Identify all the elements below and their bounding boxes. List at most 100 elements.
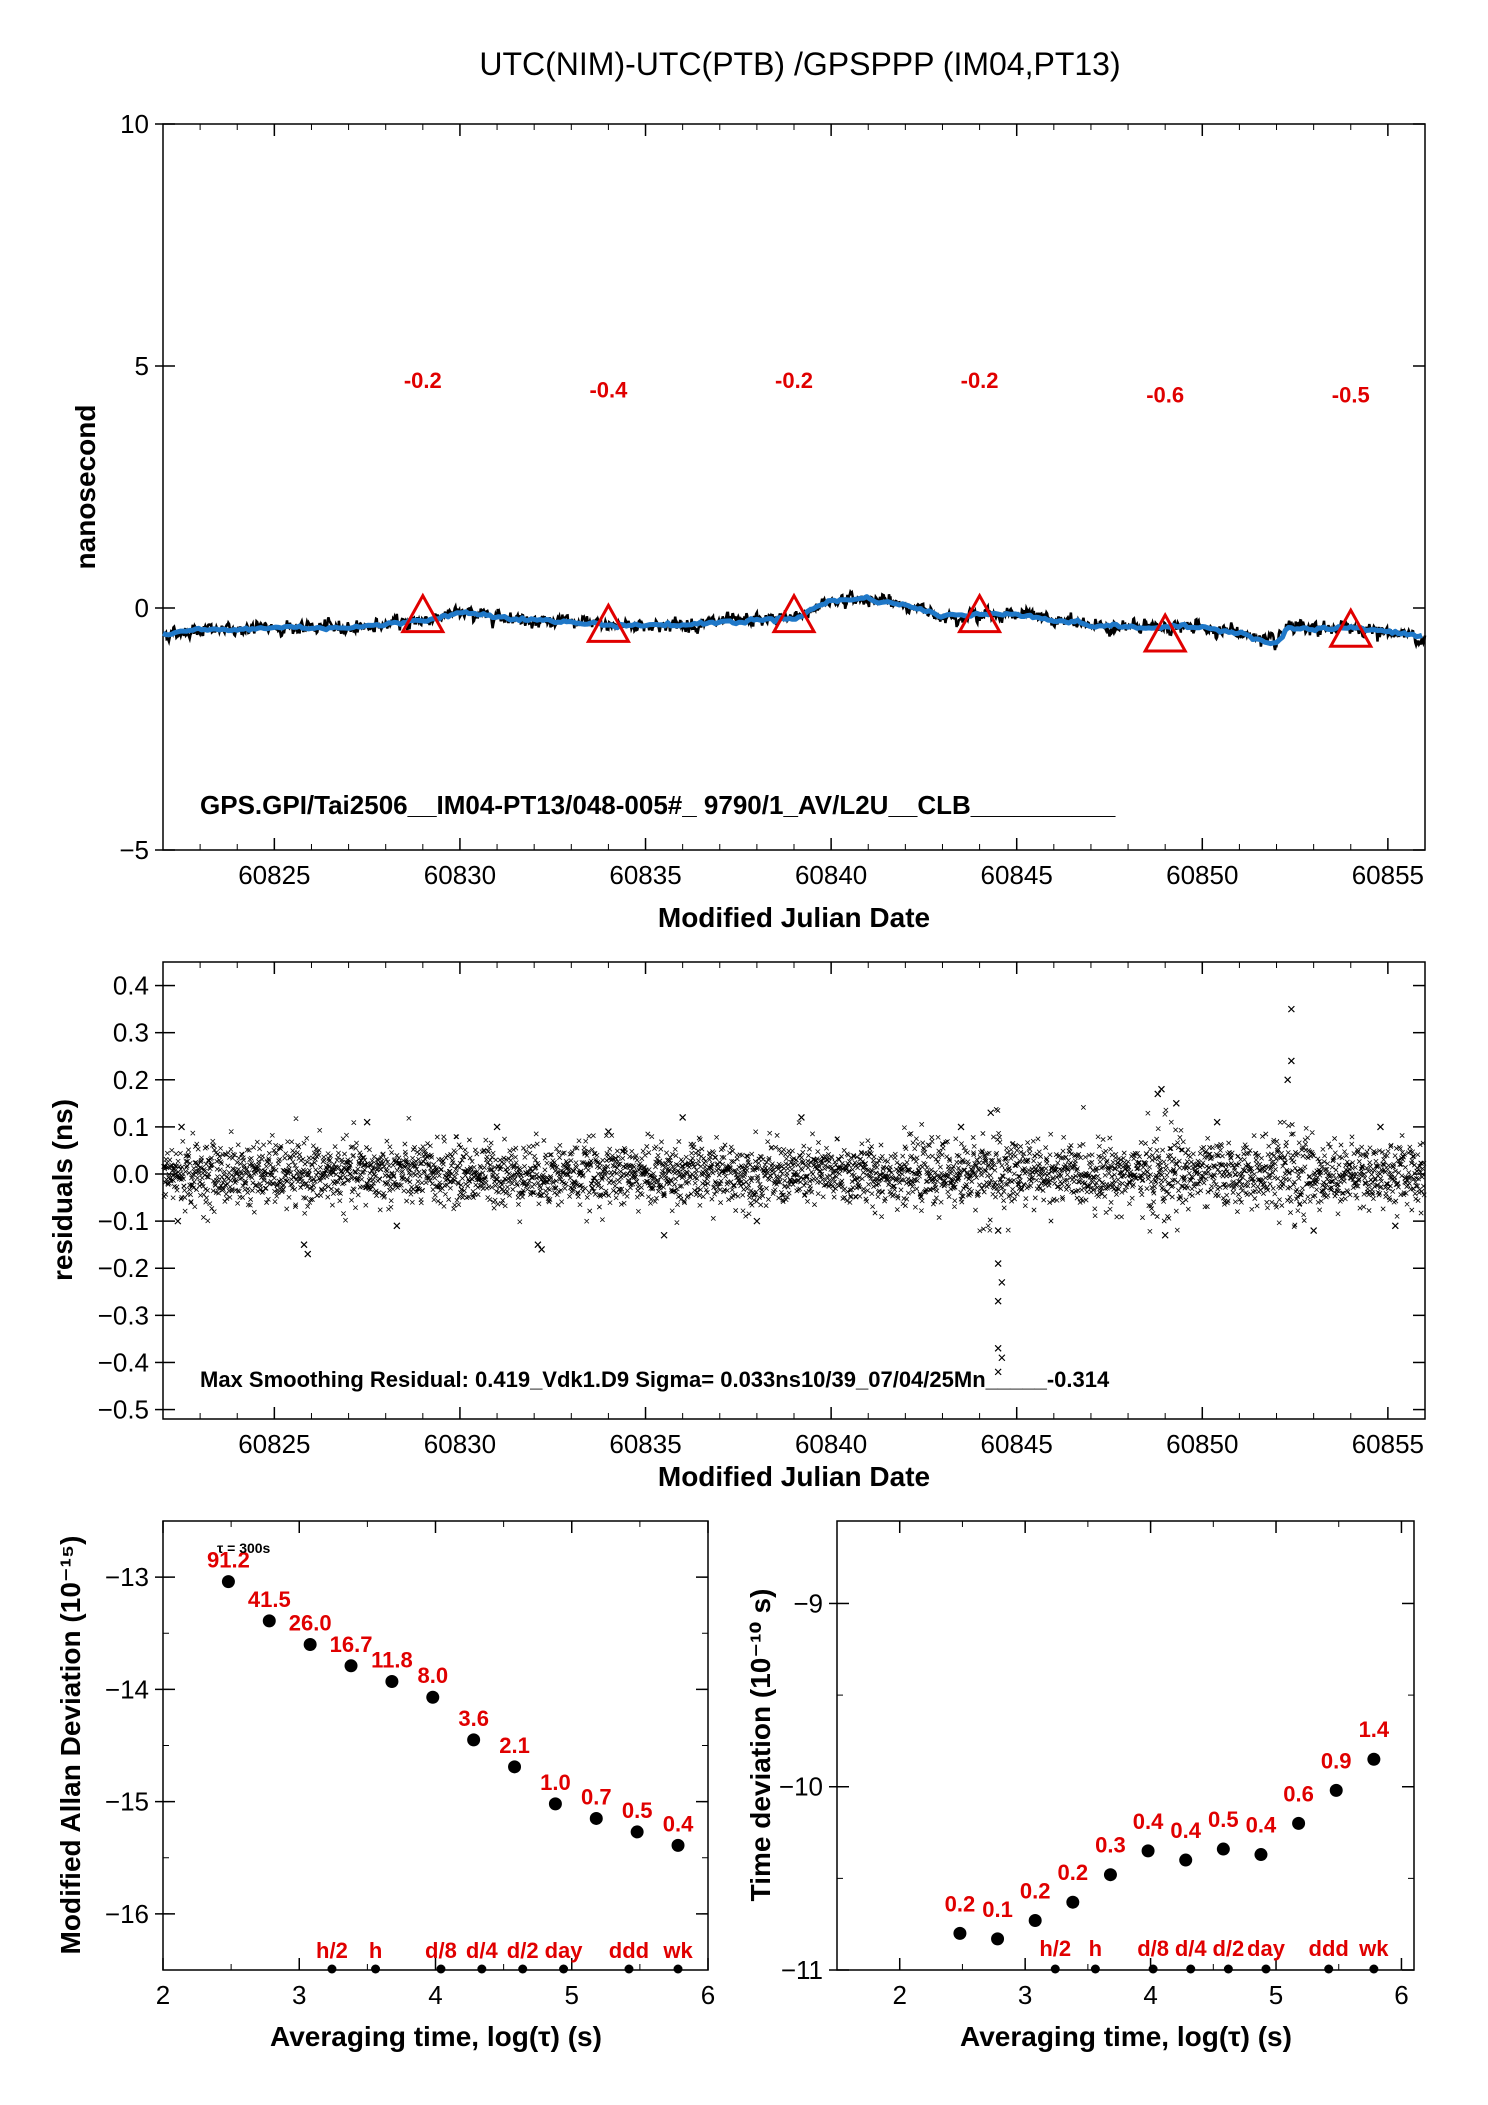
y-tick-label: 0.1 (113, 1112, 149, 1142)
mdev-chart: 2 3 4 5 6 −13 −14 −15 −16 91.2 41.526.016.711.88.… (55, 1520, 715, 2052)
residual-outlier (987, 1109, 995, 1117)
time-mark-dot (1090, 1964, 1100, 1974)
data-point (1141, 1844, 1155, 1858)
marker-value-label: -0.2 (961, 368, 999, 393)
residual-outlier (994, 1227, 1002, 1234)
residual-outlier (1377, 1123, 1384, 1131)
y-tick-label: −16 (105, 1899, 149, 1929)
time-mark-dot (371, 1964, 381, 1974)
y-tick-label: −0.5 (98, 1395, 149, 1425)
residual-outlier (1287, 1005, 1295, 1013)
marker-value-label: -0.5 (1332, 382, 1370, 407)
data-point (1179, 1853, 1193, 1867)
y-tick-label: 0.0 (113, 1159, 149, 1189)
data-point (589, 1811, 603, 1825)
time-mark-dot (1186, 1964, 1196, 1974)
data-point (467, 1733, 481, 1747)
y-tick-label: −0.3 (98, 1300, 149, 1330)
x-tick-label: 3 (292, 1980, 306, 2010)
data-point (1216, 1842, 1230, 1856)
y-tick-label: −0.1 (98, 1206, 149, 1236)
residual-outlier (994, 1297, 1002, 1305)
residual-outlier (534, 1241, 542, 1249)
time-mark-dot (1050, 1964, 1060, 1974)
residual-outlier (178, 1123, 185, 1131)
residual-outlier (1161, 1231, 1169, 1239)
data-point-label: 0.4 (1246, 1813, 1277, 1838)
data-point (508, 1760, 522, 1774)
data-point-label: 0.2 (1058, 1860, 1089, 1885)
tdev-points: 0.2 0.10.20.20.30.4 0.4 0.5 0.40.60.91.4h/2 h… (945, 1717, 1390, 1974)
data-point-label: 1.4 (1359, 1717, 1390, 1742)
y-tick-label: −10 (779, 1772, 823, 1802)
residual-outlier (1310, 1227, 1318, 1234)
residuals-y-axis-label: residuals (ns) (47, 1099, 78, 1281)
residual-outlier (753, 1217, 761, 1225)
residual-outlier (363, 1118, 371, 1126)
data-point-label: 0.7 (581, 1784, 612, 1809)
residual-outlier (998, 1354, 1006, 1362)
time-mark-dot (1324, 1964, 1334, 1974)
x-tick-label: 6 (1394, 1980, 1408, 2010)
residual-outlier (1287, 1057, 1295, 1065)
residual-outlier (393, 1222, 401, 1230)
mdev-tau-label: τ = 300s (217, 1540, 271, 1556)
triangle-marker (400, 592, 446, 634)
x-tick-label: 60855 (1352, 1429, 1424, 1459)
data-point (344, 1659, 358, 1673)
triangle-marker (1142, 611, 1188, 653)
time-mark-label: d/2 (507, 1938, 539, 1963)
residual-outlier (679, 1114, 687, 1121)
x-tick-label: 60830 (424, 860, 496, 890)
time-mark-label: d/8 (425, 1938, 457, 1963)
x-tick-label: 4 (1143, 1980, 1157, 2010)
data-point-label: 0.5 (1208, 1807, 1239, 1832)
residual-outlier (174, 1217, 182, 1225)
triangle-marker (585, 602, 631, 643)
time-mark-dot (477, 1964, 487, 1974)
time-mark-label: h/2 (1039, 1936, 1071, 1961)
x-tick-label: 5 (565, 1980, 579, 2010)
data-point-label: 2.1 (499, 1733, 530, 1758)
residual-outlier (604, 1128, 612, 1136)
time-mark-label: h (369, 1938, 382, 1963)
time-mark-label: wk (1358, 1936, 1389, 1961)
data-point (1367, 1752, 1381, 1766)
data-point (953, 1926, 967, 1940)
residual-outlier (1391, 1222, 1399, 1230)
tdev-frame (836, 1520, 1415, 1971)
time-mark-label: day (1247, 1936, 1286, 1961)
time-series-y-axis-label: nanosecond (70, 405, 101, 570)
residual-outlier (957, 1123, 965, 1131)
y-tick-label: −11 (781, 1955, 823, 1985)
data-point-label: 41.5 (248, 1587, 291, 1612)
data-point-label: 0.2 (945, 1891, 976, 1916)
residual-outlier (994, 1368, 1002, 1376)
time-series-footer: GPS.GPI/Tai2506__IM04-PT13/048-005#_ 979… (200, 790, 1116, 820)
time-mark-label: d/2 (1212, 1936, 1244, 1961)
residuals-ticks: 60825 60830 60835 60840 60845 60850 60855 0.4 0.… (98, 962, 1426, 1459)
y-tick-label: −5 (119, 835, 149, 865)
time-series-smoothed-line (162, 594, 1423, 647)
x-tick-label: 3 (1018, 1980, 1032, 2010)
mdev-x-axis-label: Averaging time, log(τ) (s) (270, 2021, 602, 2052)
triangle-marker (771, 592, 817, 634)
x-tick-label: 60850 (1166, 860, 1238, 890)
y-tick-label: 5 (135, 351, 149, 381)
y-tick-label: 0.4 (113, 971, 149, 1001)
data-point-label: 0.3 (1095, 1833, 1126, 1858)
x-tick-label: 60835 (609, 1429, 681, 1459)
residual-outlier (304, 1250, 312, 1258)
x-tick-label: 60855 (1352, 860, 1424, 890)
time-mark-dot (436, 1964, 446, 1974)
residual-outlier (300, 1241, 308, 1249)
x-tick-label: 5 (1269, 1980, 1283, 2010)
data-point (991, 1932, 1005, 1946)
residuals-footer: Max Smoothing Residual: 0.419_Vdk1.D9 Si… (200, 1367, 1110, 1392)
data-point (303, 1637, 317, 1651)
x-tick-label: 2 (156, 1980, 170, 2010)
time-mark-label: d/8 (1137, 1936, 1169, 1961)
x-tick-label: 60850 (1166, 1429, 1238, 1459)
time-series-x-axis-label: Modified Julian Date (658, 902, 930, 933)
